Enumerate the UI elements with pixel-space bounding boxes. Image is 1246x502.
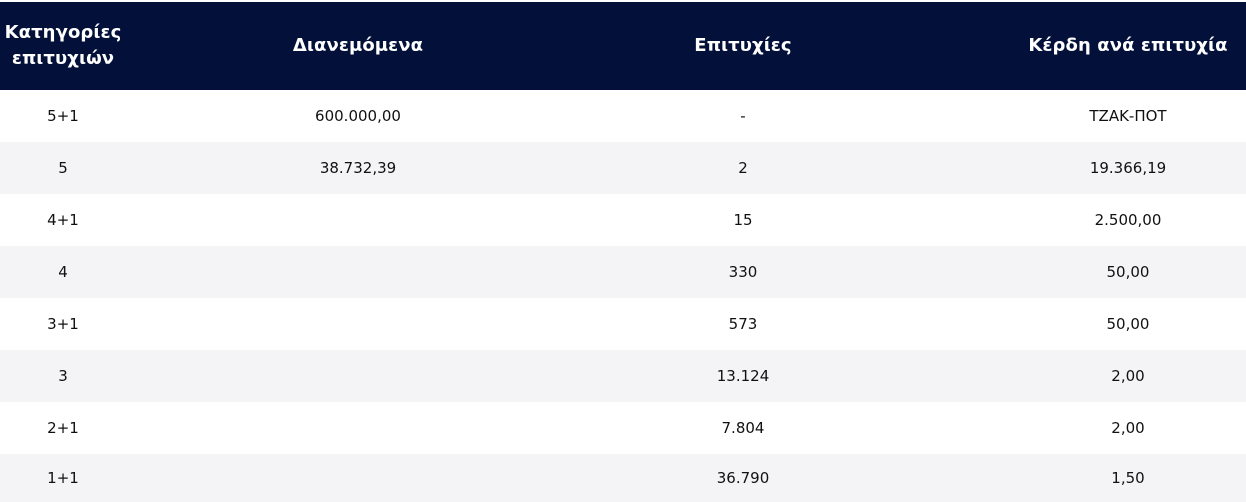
distributed-cell [226,402,490,454]
winners-cell: 15 [733,211,753,229]
header-winners: Επιτυχίες [694,35,792,56]
table-row: 5+1 600.000,00 - ΤΖΑΚ-ΠΟΤ [0,90,1246,142]
winners-cell: 7.804 [721,419,765,437]
winners-cell: 2 [738,159,748,177]
table-body: 5+1 600.000,00 - ΤΖΑΚ-ΠΟΤ 5 38.732,39 2 … [0,90,1246,502]
category-cell: 5 [58,159,68,177]
category-cell: 5+1 [47,107,79,125]
winners-cell: 573 [728,315,758,333]
winners-cell: - [740,107,746,125]
table-row: 2+1 7.804 2,00 [0,402,1246,454]
prize-cell: 2.500,00 [1094,211,1162,229]
distributed-cell: 38.732,39 [319,159,397,177]
category-cell: 4+1 [47,211,79,229]
category-cell: 3+1 [47,315,79,333]
table-header: Κατηγορίες επιτυχιών Διανεμόμενα Επιτυχί… [0,2,1246,90]
category-cell: 1+1 [47,469,79,487]
winners-cell: 330 [728,263,758,281]
category-cell: 3 [58,367,68,385]
distributed-cell [226,454,490,502]
distributed-cell [226,298,490,350]
category-cell: 4 [58,263,68,281]
header-category: Κατηγορίες επιτυχιών [4,22,122,69]
table-row: 4+1 15 2.500,00 [0,194,1246,246]
prize-cell: ΤΖΑΚ-ΠΟΤ [1089,107,1167,125]
table-row: 5 38.732,39 2 19.366,19 [0,142,1246,194]
header-distributed: Διανεμόμενα [292,35,424,56]
prize-cell: 19.366,19 [1089,159,1167,177]
table-row: 4 330 50,00 [0,246,1246,298]
table-row: 1+1 36.790 1,50 [0,454,1246,502]
table-row: 3 13.124 2,00 [0,350,1246,402]
distributed-cell: 600.000,00 [315,107,401,125]
distributed-cell [226,350,490,402]
header-prize-per-winner: Κέρδη ανά επιτυχία [1028,35,1228,56]
table-row: 3+1 573 50,00 [0,298,1246,350]
category-cell: 2+1 [47,419,79,437]
distributed-cell [226,194,490,246]
distributed-cell [226,246,490,298]
prize-cell: 1,50 [1111,469,1145,487]
prize-cell: 2,00 [1111,367,1145,385]
prize-cell: 50,00 [1106,315,1150,333]
prize-cell: 2,00 [1111,419,1145,437]
winners-cell: 36.790 [716,469,770,487]
prize-cell: 50,00 [1106,263,1150,281]
winners-cell: 13.124 [716,367,770,385]
